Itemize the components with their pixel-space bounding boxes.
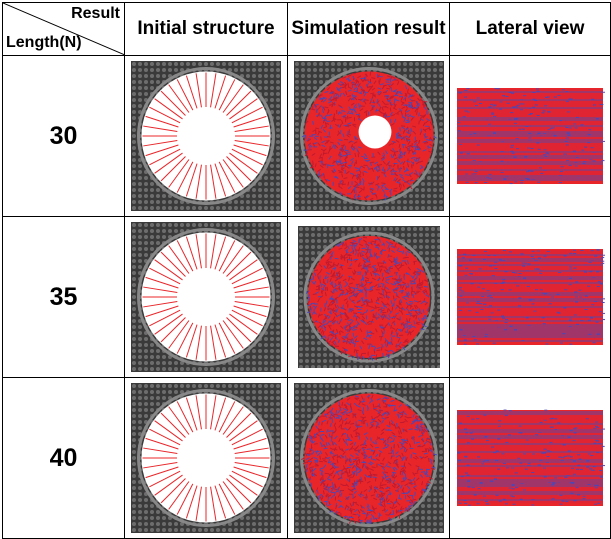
length-cell-35: 35 bbox=[2, 216, 125, 378]
col-header-initial: Initial structure bbox=[124, 2, 288, 56]
initial-structure-image bbox=[131, 222, 281, 372]
initial-structure-40 bbox=[124, 377, 288, 539]
lateral-view-40 bbox=[449, 377, 611, 539]
lateral-view-image bbox=[457, 88, 605, 185]
col-header-lateral: Lateral view bbox=[449, 2, 611, 56]
initial-structure-image bbox=[131, 61, 281, 211]
corner-result-label: Result bbox=[71, 5, 120, 22]
initial-structure-30 bbox=[124, 55, 288, 217]
simulation-result-40 bbox=[287, 377, 450, 539]
length-cell-40: 40 bbox=[2, 377, 125, 539]
initial-structure-image bbox=[131, 383, 281, 533]
col-header-simulation: Simulation result bbox=[287, 2, 450, 56]
length-cell-30: 30 bbox=[2, 55, 125, 217]
simulation-result-image bbox=[293, 383, 444, 533]
corner-diagonal bbox=[3, 3, 125, 55]
lateral-view-30 bbox=[449, 55, 611, 217]
simulation-result-image bbox=[293, 61, 444, 211]
lateral-view-image bbox=[457, 249, 605, 345]
corner-length-label: Length(N) bbox=[6, 34, 82, 51]
lateral-view-image bbox=[457, 409, 605, 506]
initial-structure-35 bbox=[124, 216, 288, 378]
lateral-view-35 bbox=[449, 216, 611, 378]
simulation-result-30 bbox=[287, 55, 450, 217]
simulation-result-35 bbox=[287, 216, 450, 378]
simulation-result-image bbox=[297, 226, 440, 368]
corner-header-cell: Result Length(N) bbox=[2, 2, 125, 56]
